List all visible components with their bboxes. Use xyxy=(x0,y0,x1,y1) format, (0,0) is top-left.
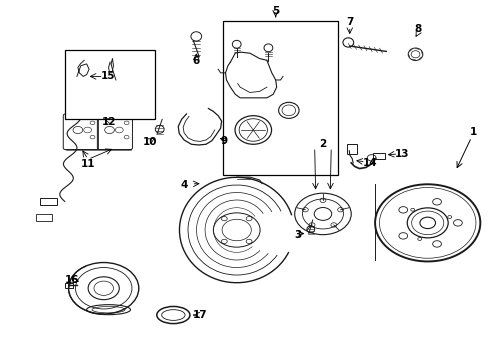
Text: 4: 4 xyxy=(180,180,188,190)
Bar xyxy=(65,50,155,119)
Text: 7: 7 xyxy=(346,17,353,27)
Text: 3: 3 xyxy=(294,230,301,240)
Text: 2: 2 xyxy=(319,139,326,149)
Text: 13: 13 xyxy=(395,149,410,159)
Bar xyxy=(347,144,357,154)
Text: 6: 6 xyxy=(193,57,200,66)
Bar xyxy=(65,283,74,288)
Text: 17: 17 xyxy=(193,310,207,320)
Bar xyxy=(223,21,338,175)
Text: 5: 5 xyxy=(272,6,279,17)
Text: 12: 12 xyxy=(102,117,117,127)
Text: 14: 14 xyxy=(363,158,377,168)
Text: 16: 16 xyxy=(65,275,79,285)
Text: 8: 8 xyxy=(415,24,421,34)
Bar xyxy=(40,198,57,205)
Bar xyxy=(373,153,385,159)
Text: 15: 15 xyxy=(100,71,115,81)
Text: 10: 10 xyxy=(143,138,157,148)
Text: 1: 1 xyxy=(469,127,477,137)
Text: 11: 11 xyxy=(81,159,96,169)
Bar xyxy=(36,214,51,221)
Text: 9: 9 xyxy=(221,136,228,147)
Bar xyxy=(75,75,87,80)
